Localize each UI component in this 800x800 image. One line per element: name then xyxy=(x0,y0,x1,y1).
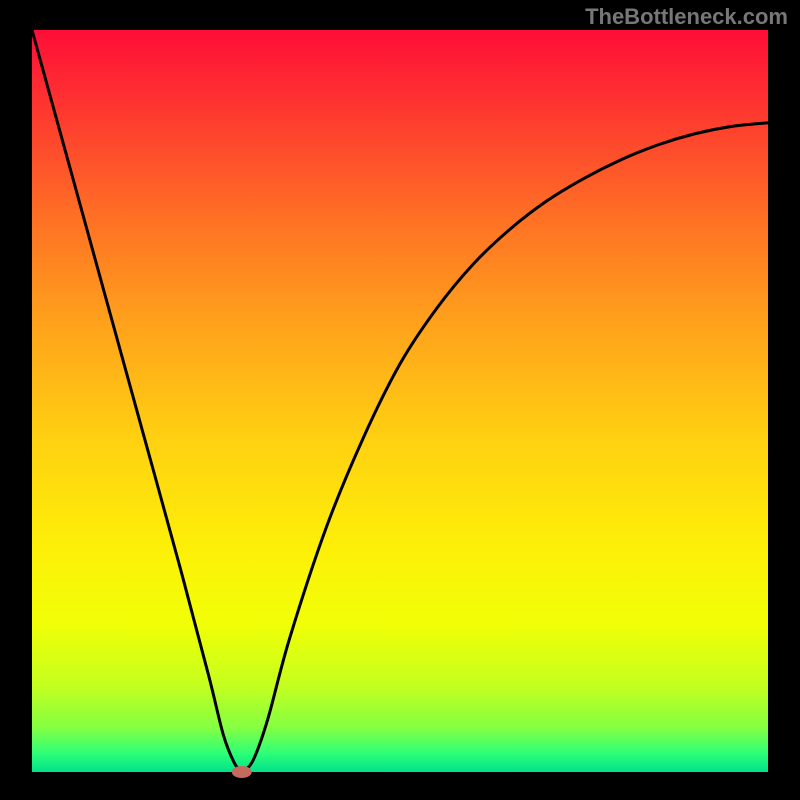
chart-container: { "watermark": "TheBottleneck.com", "cha… xyxy=(0,0,800,800)
minimum-marker xyxy=(232,766,252,778)
bottleneck-chart xyxy=(0,0,800,800)
watermark-text: TheBottleneck.com xyxy=(585,4,788,30)
plot-background xyxy=(32,30,768,772)
